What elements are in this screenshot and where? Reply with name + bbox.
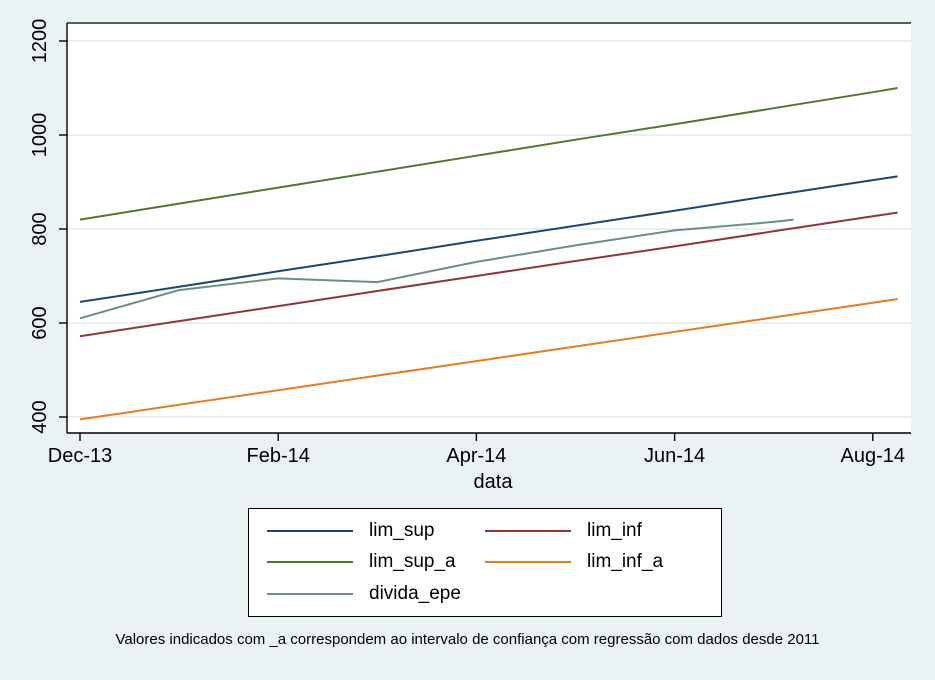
legend-label-lim_sup_a: lim_sup_a	[369, 551, 456, 573]
y-tick-label-600: 600	[29, 306, 51, 339]
chart-footnote: Valores indicados com _a correspondem ao…	[115, 631, 820, 648]
y-tick-label-1000: 1000	[29, 113, 51, 158]
series-line-divida_epe	[79, 218, 794, 320]
legend-label-divida_epe: divida_epe	[369, 583, 461, 605]
y-tick-label-400: 400	[29, 400, 51, 433]
plot-area	[67, 23, 911, 433]
legend-item-lim_inf_a: lim_inf_a	[485, 547, 703, 579]
legend-label-lim_sup: lim_sup	[369, 519, 435, 541]
chart-legend: lim_sup lim_sup_a divida_epe lim_inf lim…	[248, 508, 722, 617]
series-line-lim_sup_a	[79, 87, 898, 221]
legend-label-lim_inf: lim_inf	[587, 519, 642, 541]
legend-item-lim_sup: lim_sup	[267, 515, 485, 547]
y-tick-label-800: 800	[29, 212, 51, 245]
legend-item-lim_sup_a: lim_sup_a	[267, 547, 485, 579]
legend-item-divida_epe: divida_epe	[267, 578, 485, 610]
x-tick-label-Jun-14: Jun-14	[644, 445, 705, 467]
series-line-lim_sup	[79, 175, 898, 303]
x-tick-label-Apr-14: Apr-14	[446, 445, 506, 467]
lim-sup-line-swatch	[267, 529, 353, 532]
x-tick-label-Feb-14: Feb-14	[247, 445, 310, 467]
series-line-lim_inf_a	[79, 298, 898, 421]
x-axis-title: data	[474, 471, 514, 493]
lim-sup-a-line-swatch	[267, 561, 353, 564]
y-tick-label-1200: 1200	[29, 19, 51, 64]
lim-inf-a-line-swatch	[485, 561, 571, 564]
x-tick-label-Aug-14: Aug-14	[841, 445, 906, 467]
x-tick-label-Dec-13: Dec-13	[48, 445, 112, 467]
legend-label-lim_inf_a: lim_inf_a	[587, 551, 664, 573]
series-line-lim_inf	[79, 211, 898, 338]
legend-item-lim_inf: lim_inf	[485, 515, 703, 547]
lim-inf-line-swatch	[485, 529, 571, 532]
divida-epe-line-swatch	[267, 593, 353, 596]
